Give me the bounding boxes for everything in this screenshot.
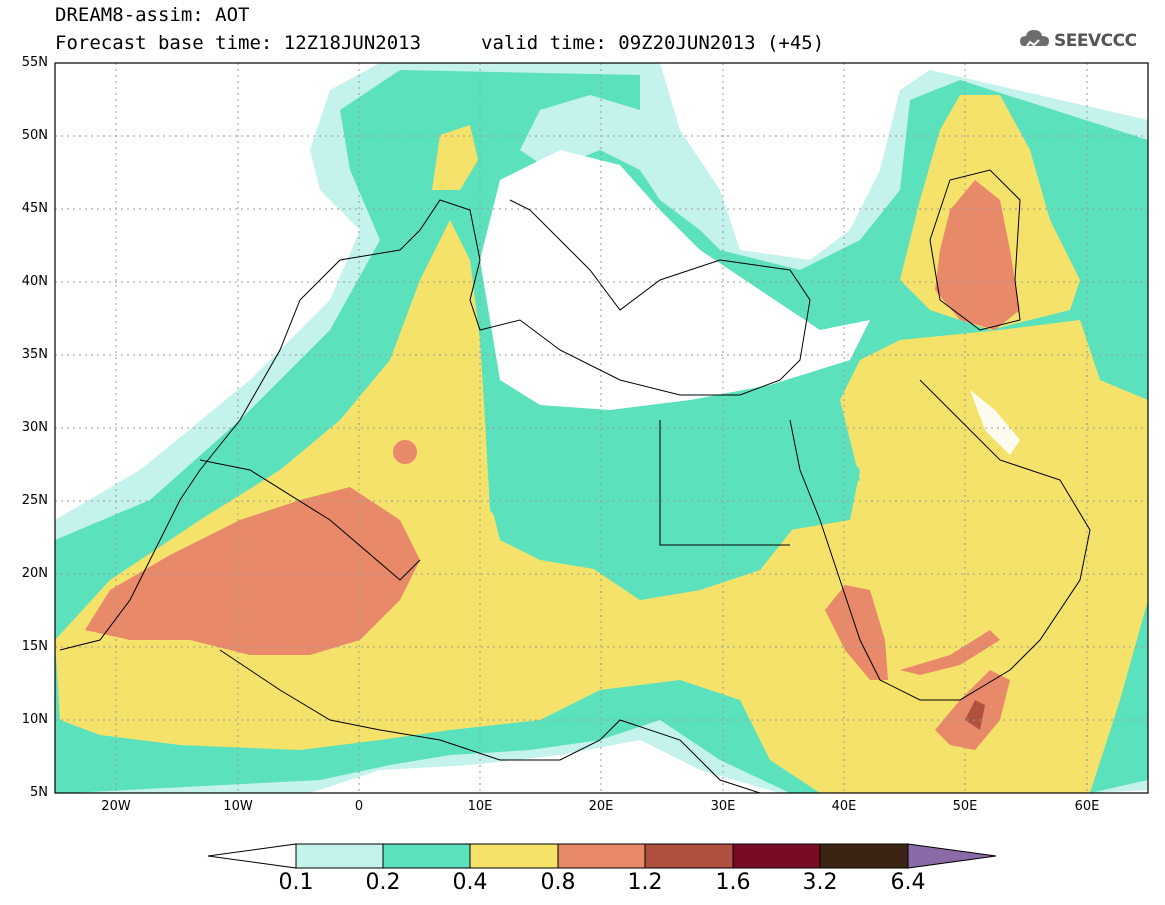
- aot-below-0.1-caspian: [970, 390, 1020, 455]
- lon-label: 20E: [588, 799, 614, 814]
- aot-below-0.1-mediterranean: [480, 150, 870, 410]
- lon-label: 0: [354, 799, 364, 814]
- lat-label: 5N: [30, 785, 48, 800]
- cloud-logo-icon: [1020, 30, 1049, 47]
- lat-label: 35N: [21, 347, 48, 362]
- lat-label: 10N: [21, 712, 48, 727]
- seevccc-logo: SEEVCCC: [1018, 24, 1153, 58]
- logo-text: SEEVCCC: [1054, 31, 1137, 51]
- valid-time: valid time: 09Z20JUN2013 (+45): [481, 32, 825, 54]
- lon-label: 40E: [831, 799, 857, 814]
- coastlines: [59, 169, 1091, 793]
- colorbar-swatch-1.2: [644, 843, 734, 869]
- map-title: DREAM8-assim: AOT: [55, 4, 250, 26]
- colorbar-swatch-3.2: [819, 843, 909, 869]
- map-grid: [55, 63, 1148, 793]
- colorbar-label: 3.2: [802, 870, 838, 895]
- lat-label: 25N: [21, 493, 48, 508]
- colorbar-label: 1.6: [715, 870, 751, 895]
- colorbar-label: 0.4: [452, 870, 488, 895]
- lon-label: 20W: [101, 799, 131, 814]
- lat-label: 30N: [21, 420, 48, 435]
- lat-label: 40N: [21, 274, 48, 289]
- colorbar-swatch-0.2: [382, 843, 471, 869]
- lat-label: 45N: [21, 201, 48, 216]
- colorbar-swatch-0.1: [295, 843, 384, 869]
- aot-level-0.4-alps: [432, 125, 478, 190]
- lon-label: 50E: [952, 799, 978, 814]
- colorbar-label: 0.8: [540, 870, 576, 895]
- colorbar-swatch-1.6: [732, 843, 821, 869]
- lon-label: 60E: [1074, 799, 1100, 814]
- colorbar-label: 0.1: [278, 870, 314, 895]
- lat-label: 15N: [21, 639, 48, 654]
- colorbar-under-arrow: [207, 843, 297, 869]
- lat-label: 50N: [21, 128, 48, 143]
- aot-level-0.2-sahara-east: [490, 420, 860, 600]
- colorbar-label: 1.2: [627, 870, 663, 895]
- forecast-base-time: Forecast base time: 12Z18JUN2013: [55, 32, 422, 54]
- aot-level-1.2-horn: [965, 700, 985, 730]
- lon-label: 10E: [467, 799, 493, 814]
- colorbar: [207, 843, 997, 869]
- colorbar-label: 0.2: [365, 870, 401, 895]
- lat-label: 20N: [21, 566, 48, 581]
- aot-level-0.8-blob: [393, 440, 417, 464]
- colorbar-label: 6.4: [890, 870, 926, 895]
- colorbar-swatch-0.8: [557, 843, 646, 869]
- colorbar-over-arrow: [907, 843, 997, 869]
- lat-label: 55N: [21, 55, 48, 70]
- aot-level-0.8-west-africa: [85, 487, 420, 655]
- aot-level-0.8-red-sea: [825, 585, 888, 680]
- lon-label: 30E: [710, 799, 736, 814]
- colorbar-swatch-0.4: [469, 843, 559, 869]
- aot-level-0.8-yemen: [900, 630, 1000, 675]
- plot-frame: [54, 62, 1149, 794]
- aot-level-0.8-caspian: [935, 180, 1020, 330]
- lon-label: 10W: [223, 799, 253, 814]
